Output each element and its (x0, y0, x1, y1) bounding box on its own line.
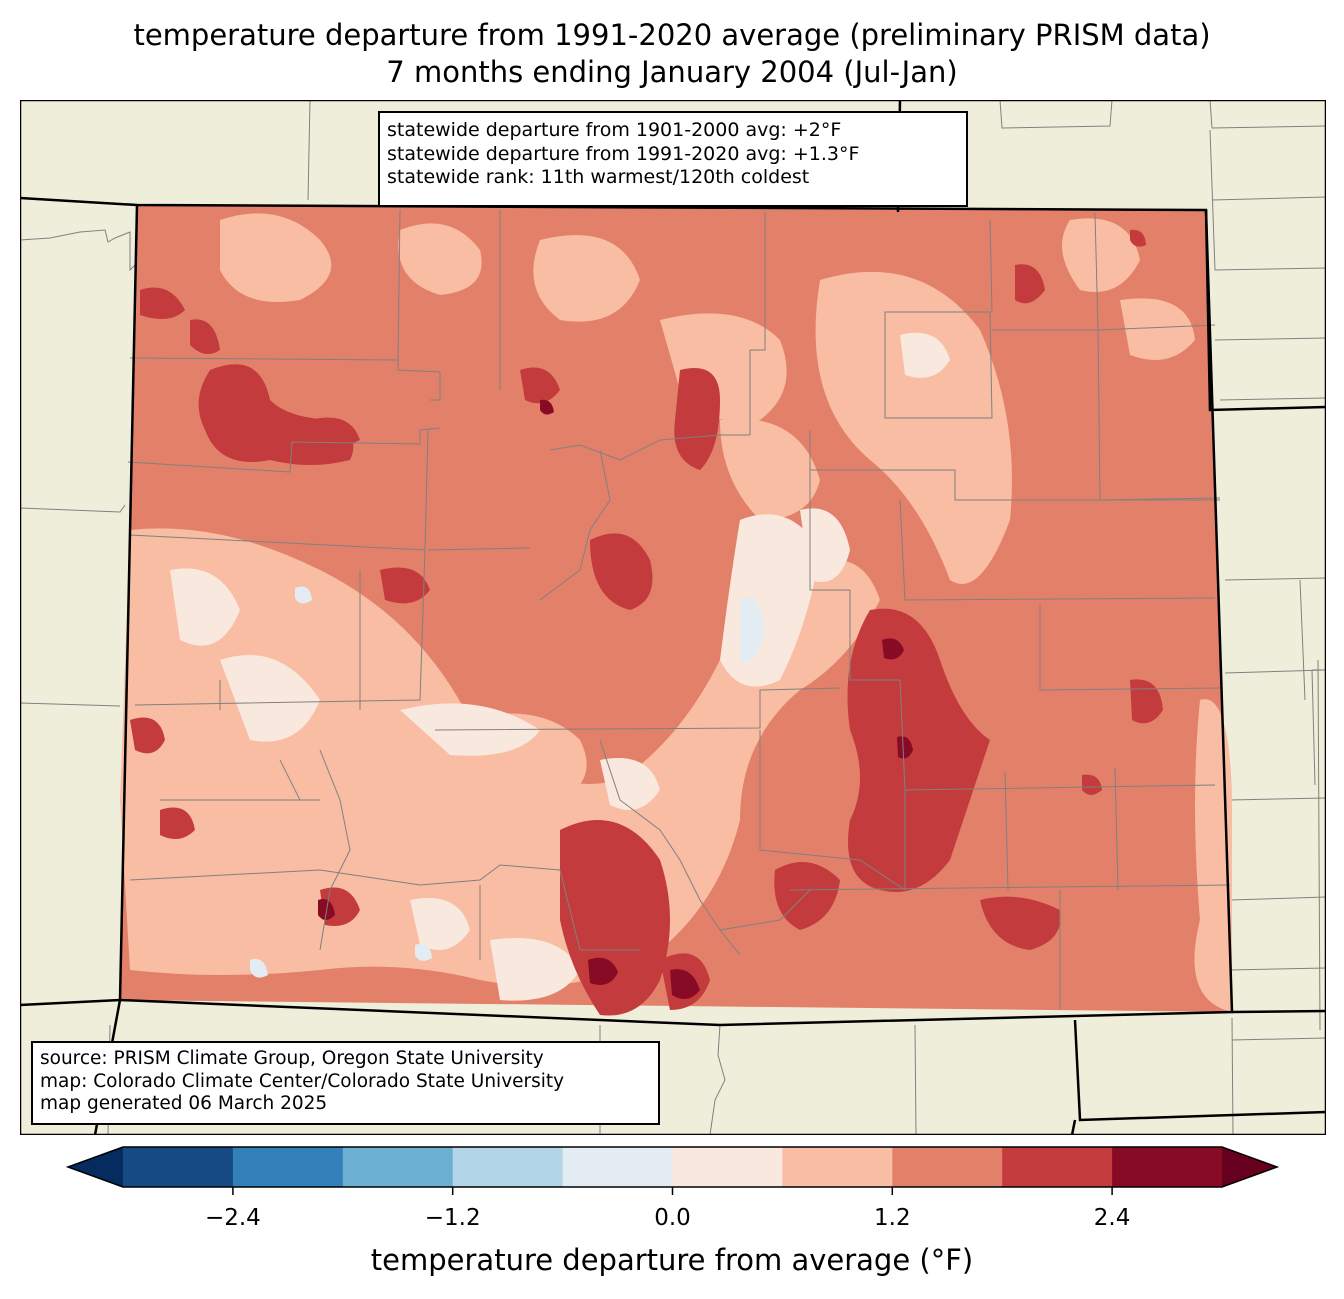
colorbar-segment (452, 1147, 564, 1187)
map-credit-line: map: Colorado Climate Center/Colorado St… (40, 1070, 565, 1092)
colorbar-segment (1002, 1147, 1113, 1187)
colorbar-label: temperature departure from average (°F) (370, 1243, 974, 1277)
source-line: source: PRISM Climate Group, Oregon Stat… (40, 1048, 544, 1069)
statewide-stats-box: statewide departure from 1901-2000 avg: … (378, 111, 968, 207)
tick-label: −2.4 (204, 1205, 261, 1231)
colorbar-segment (232, 1147, 344, 1187)
colorbar-outline (65, 1146, 1280, 1188)
colorbar-segment (892, 1147, 1003, 1187)
stats-departure-1901-2000: statewide departure from 1901-2000 avg: … (387, 119, 842, 141)
colorbar-under-arrow (68, 1147, 123, 1187)
generated-date-line: map generated 06 March 2025 (40, 1093, 328, 1114)
colorado-temperature-map (20, 100, 1326, 1135)
tick-label: 0.0 (654, 1205, 691, 1231)
colorbar-segment (342, 1147, 454, 1187)
map-frame (20, 100, 1326, 1135)
tick-label: 2.4 (1093, 1205, 1131, 1231)
colorbar (65, 1146, 1280, 1195)
stats-rank: statewide rank: 11th warmest/120th colde… (387, 166, 810, 188)
colorado-county-lines (127, 209, 1231, 1010)
stats-departure-1991-2020: statewide departure from 1991-2020 avg: … (387, 142, 860, 165)
colorbar-segment (1112, 1147, 1223, 1187)
source-credits-box: source: PRISM Climate Group, Oregon Stat… (31, 1041, 660, 1125)
colorbar-segment (782, 1147, 893, 1187)
map-subtitle: 7 months ending January 2004 (Jul-Jan) (386, 55, 958, 89)
colorbar-segments (123, 1147, 1223, 1187)
contour-1.8-2.4 (130, 229, 1163, 1016)
colorbar-over-arrow (1222, 1147, 1277, 1187)
colorbar-ticks (232, 1187, 1113, 1195)
tick-label: 1.2 (874, 1205, 911, 1231)
colorbar-segment (672, 1147, 783, 1187)
colorbar-segment (562, 1147, 673, 1187)
colorbar-segment (123, 1147, 234, 1187)
tick-label: −1.2 (424, 1205, 481, 1231)
contour-0.6-1.2 (120, 213, 1232, 1012)
map-title: temperature departure from 1991-2020 ave… (133, 18, 1211, 52)
contour-0.0-0.6 (170, 332, 950, 1001)
contour-slight-negative (250, 586, 765, 978)
